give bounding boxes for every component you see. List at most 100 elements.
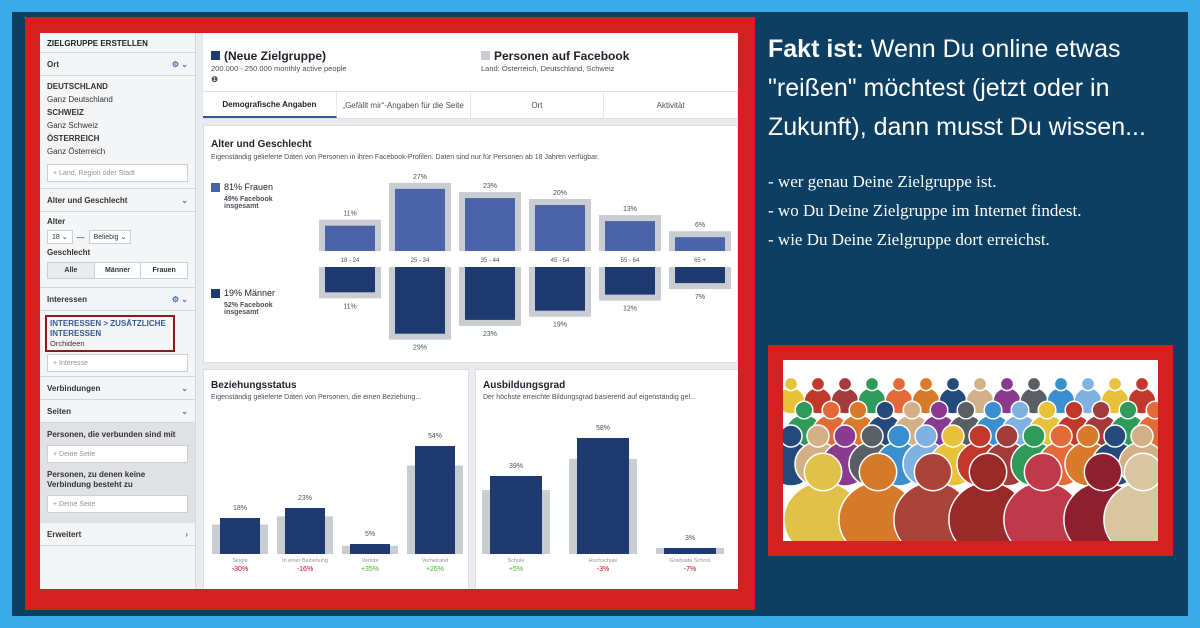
women-bar-label: 27% [413,174,427,181]
main-panel: (Neue Zielgruppe) 200.000 - 250.000 mont… [203,33,738,589]
tab-page-likes[interactable]: „Gefällt mir“-Angaben für die Seite [337,92,471,118]
bar-delta-label: -7% [684,566,696,573]
interest-input[interactable]: + Interesse [47,354,188,372]
person-head [1026,376,1042,392]
person-head [858,452,898,492]
location-input[interactable]: + Land, Region oder Stadt [47,164,188,182]
sidebar: ZIELGRUPPE ERSTELLEN Ort ⚙ ⌄ DEUTSCHLAND… [40,33,196,589]
pages-section-header[interactable]: Seiten ⌄ [40,400,195,423]
chevron-down-icon[interactable]: ⌄ [181,383,188,393]
men-bar-label: 23% [483,331,497,338]
location-placeholder: Land, Region oder Stadt [59,169,135,177]
person-head [1103,424,1127,448]
person-head [1023,452,1063,492]
chevron-down-icon[interactable]: ⚙ ⌄ [171,59,188,69]
interest-value: Orchideen [50,339,85,348]
women-bar-label: 23% [483,183,497,190]
age-gender-subtitle: Eigenständig gelieferte Daten von Person… [211,154,599,161]
women-bar [395,188,445,251]
tab-location[interactable]: Ort [471,92,605,118]
bar [490,476,542,554]
women-bar [535,205,585,251]
age-category-label: 55 - 64 [621,258,640,264]
connections-label: Verbindungen [47,383,101,393]
interests-section-header[interactable]: Interessen ⚙ ⌄ [40,287,195,311]
person-head [983,400,1003,420]
not-connected-page-input[interactable]: + Deine Seite [47,495,188,513]
person-head [902,400,922,420]
men-bar [535,267,585,311]
person-head [956,400,976,420]
chevron-down-icon[interactable]: ⚙ ⌄ [171,294,188,304]
bar-delta-label: -16% [297,566,313,573]
person-head [968,424,992,448]
headline: Fakt ist: Wenn Du online etwas "reißen" … [768,30,1188,147]
person-head [860,424,884,448]
bar-delta-label: +5% [509,566,523,573]
compare-color-swatch [481,51,490,61]
men-bar-label: 7% [695,294,705,301]
age-gender-label: Alter und Geschlecht [47,195,128,205]
bar-category-label: Graduate School [669,558,710,564]
plus-icon: + [53,450,60,458]
women-bar-label: 13% [623,206,637,213]
bullet-item: - wie Du Deine Zielgruppe dort erreichst… [768,230,1050,249]
connections-section-header[interactable]: Verbindungen ⌄ [40,376,195,400]
age-gender-section-header[interactable]: Alter und Geschlecht ⌄ [40,188,195,212]
plus-icon: + [53,500,60,508]
chevron-down-icon[interactable]: ⌄ [181,406,188,416]
interests-label: Interessen [47,294,88,304]
not-connected-label: Personen, zu denen keine Verbindung best… [47,470,146,489]
compare-location: Land: Österreich, Deutschland, Schweiz [481,64,615,73]
education-title: Ausbildungsgrad [483,380,566,391]
women-bar [465,198,515,251]
person-head [1010,400,1030,420]
person-head [968,452,1008,492]
bar [664,548,716,554]
women-label: 81% Frauen [224,182,274,192]
age-category-label: 45 - 54 [551,258,570,264]
person-head [806,424,830,448]
age-to-select[interactable]: Beliebig ⌄ [88,230,132,244]
bar-value-label: 3% [685,535,695,542]
audience-color-swatch [211,51,220,61]
person-head [1076,424,1100,448]
location-section-header[interactable]: Ort ⚙ ⌄ [40,53,195,76]
gender-men-button[interactable]: Männer [95,263,142,278]
plus-icon: + [53,359,60,367]
interest-placeholder: Interesse [59,359,88,367]
relationship-title: Beziehungsstatus [211,380,297,391]
bar-delta-label: +35% [361,566,379,573]
education-chart: 39% Schule +5% 58% Hochschule -3% 3% Graduate S… [482,425,724,573]
audience-size: 200.000 - 250.000 monthly active people [211,64,347,73]
gender-all-button[interactable]: Alle [48,263,95,278]
men-bar [675,267,725,284]
advanced-section-header[interactable]: Erweitert › [40,523,195,546]
tab-demographics[interactable]: Demografische Angaben [203,92,337,118]
bar-delta-label: -3% [597,566,609,573]
chevron-right-icon[interactable]: › [185,529,188,539]
age-from-select[interactable]: 18 ⌄ [47,230,73,244]
not-connected-placeholder: Deine Seite [59,500,96,508]
chevron-down-icon[interactable]: ⌄ [181,195,188,205]
men-label: 19% Männer [224,288,276,298]
compare-name: Personen auf Facebook [494,49,630,63]
location-label: Ort [47,59,59,69]
bar-delta-label: -30% [232,566,248,573]
person-head [972,376,988,392]
person-head [783,424,803,448]
bar-category-label: Single [232,558,247,564]
person-head [821,400,841,420]
bar-category-label: Verheiratet [422,558,449,564]
men-sub: 52% Facebook insgesamt [224,302,273,316]
bar-category-label: Schule [508,558,525,564]
info-icon[interactable]: ❶ [211,75,219,84]
tab-activity[interactable]: Aktivität [604,92,738,118]
person-head [1130,424,1154,448]
person-head [1145,400,1158,420]
person-head [1053,376,1069,392]
person-head [1037,400,1057,420]
connected-page-input[interactable]: + Deine Seite [47,445,188,463]
gender-women-button[interactable]: Frauen [152,267,176,274]
location-scope: Ganz Schweiz [47,121,99,130]
